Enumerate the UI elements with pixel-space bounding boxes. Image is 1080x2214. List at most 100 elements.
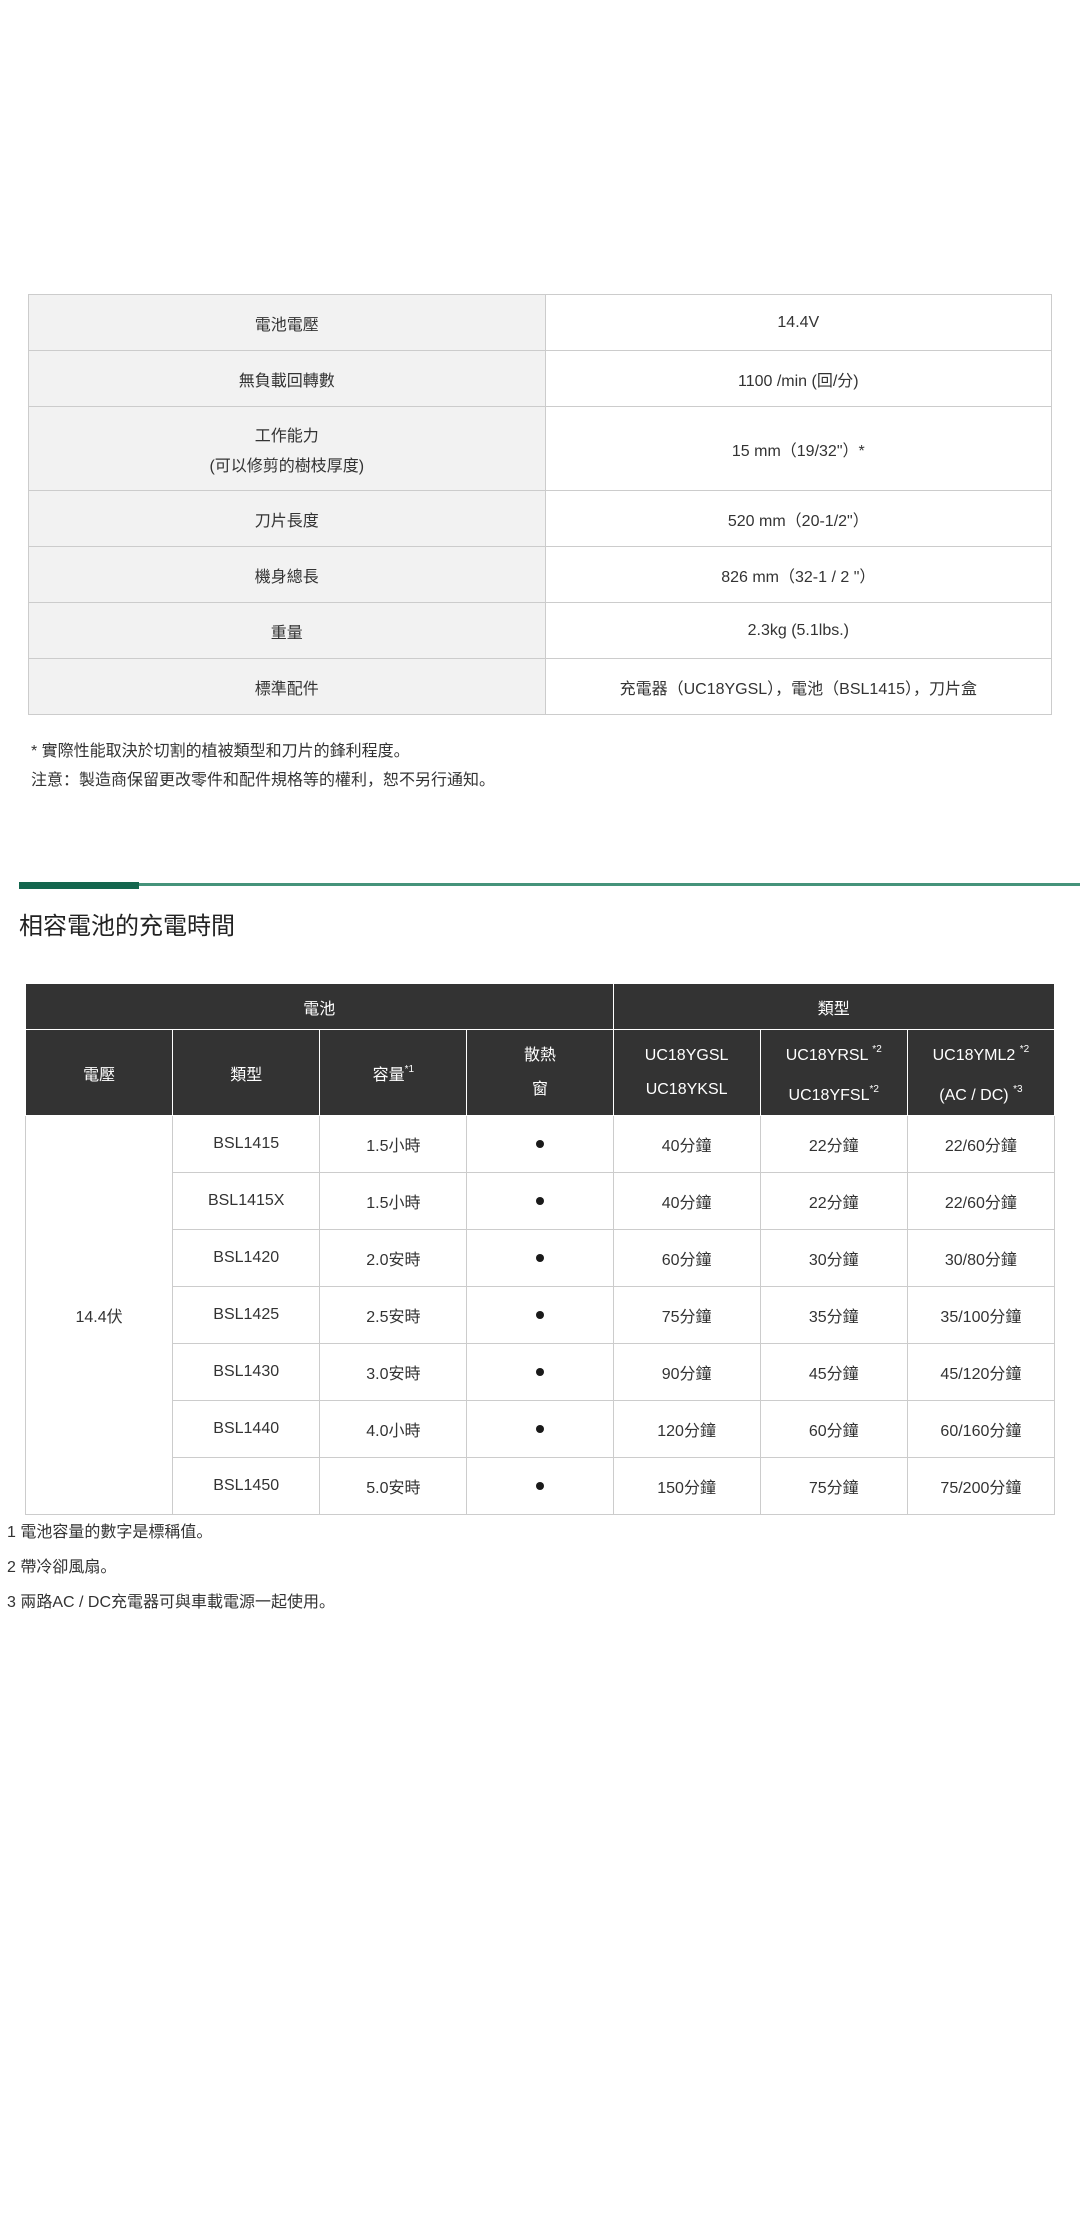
spec-value: 充電器（UC18YGSL），電池（BSL1415），刀片盒 bbox=[544, 658, 1053, 715]
spec-label: 無負載回轉數 bbox=[28, 350, 546, 407]
cooling-vent-dot-icon bbox=[535, 1367, 544, 1376]
spec-label: 刀片長度 bbox=[28, 490, 546, 547]
charge-time-cell: 75/200分鐘 bbox=[906, 1457, 1056, 1515]
cooling-vent-dot-icon bbox=[535, 1481, 544, 1490]
spec-value: 826 mm（32-1 / 2 "） bbox=[544, 546, 1053, 603]
battery-type-cell: BSL1420 bbox=[172, 1229, 321, 1287]
charging-footnotes: 1 電池容量的數字是標稱值。 2 帶冷卻風扇。 3 兩路AC / DC充電器可與… bbox=[7, 1515, 1080, 1620]
spec-label: 標準配件 bbox=[28, 658, 546, 715]
battery-type-cell: BSL1415X bbox=[172, 1172, 321, 1230]
footnote-ref-2: *2 bbox=[872, 1043, 882, 1055]
cooling-vent-dot-icon bbox=[535, 1253, 544, 1262]
col-header-type: 類型 bbox=[172, 1029, 321, 1116]
cooling-vent-dot-icon bbox=[535, 1424, 544, 1433]
col-header-charger-ygsl: UC18YGSL UC18YKSL bbox=[612, 1029, 761, 1116]
section-title: 相容電池的充電時間 bbox=[19, 913, 235, 940]
spec-row: 電池電壓 14.4V bbox=[28, 294, 1053, 351]
charge-time-cell: 30/80分鐘 bbox=[906, 1229, 1056, 1287]
charge-time-cell: 22分鐘 bbox=[759, 1115, 908, 1173]
spec-table: 電池電壓 14.4V 無負載回轉數 1100 /min (回/分) 工作能力 (… bbox=[28, 294, 1053, 715]
footnote: 1 電池容量的數字是標稱值。 bbox=[7, 1524, 213, 1541]
footnote-notice: 注意：製造商保留更改零件和配件規格等的權利，恕不另行通知。 bbox=[31, 772, 496, 789]
vent-cell bbox=[466, 1457, 614, 1515]
charge-time-cell: 22分鐘 bbox=[759, 1172, 908, 1230]
footnote-star: * 實際性能取決於切割的植被類型和刀片的鋒利程度。 bbox=[31, 743, 410, 760]
capacity-cell: 3.0安時 bbox=[319, 1343, 468, 1401]
charging-row: BSL1425 2.5安時 75分鐘 35分鐘 35/100分鐘 bbox=[26, 1286, 1056, 1344]
spec-label: 機身總長 bbox=[28, 546, 546, 603]
battery-type-cell: BSL1430 bbox=[172, 1343, 321, 1401]
group-header-type: 類型 bbox=[612, 983, 1056, 1030]
spec-row: 重量 2.3kg (5.1lbs.) bbox=[28, 602, 1053, 659]
charge-time-cell: 30分鐘 bbox=[759, 1229, 908, 1287]
charge-time-cell: 60分鐘 bbox=[612, 1229, 761, 1287]
col-header-vent: 散熱 窗 bbox=[466, 1029, 614, 1116]
spec-label: 重量 bbox=[28, 602, 546, 659]
spec-value: 15 mm（19/32"）* bbox=[544, 406, 1053, 491]
vent-cell bbox=[466, 1229, 614, 1287]
capacity-cell: 4.0小時 bbox=[319, 1400, 468, 1458]
spec-value: 520 mm（20-1/2"） bbox=[544, 490, 1053, 547]
charge-time-cell: 40分鐘 bbox=[612, 1115, 761, 1173]
col-header-charger-yrsl: UC18YRSL *2 UC18YFSL*2 bbox=[759, 1029, 908, 1116]
charging-row: BSL1420 2.0安時 60分鐘 30分鐘 30/80分鐘 bbox=[26, 1229, 1056, 1287]
charge-time-cell: 60分鐘 bbox=[759, 1400, 908, 1458]
capacity-cell: 2.5安時 bbox=[319, 1286, 468, 1344]
battery-type-cell: BSL1425 bbox=[172, 1286, 321, 1344]
charging-row: BSL1450 5.0安時 150分鐘 75分鐘 75/200分鐘 bbox=[26, 1457, 1056, 1515]
capacity-cell: 2.0安時 bbox=[319, 1229, 468, 1287]
col-header-charger-yml2: UC18YML2 *2 (AC / DC) *3 bbox=[906, 1029, 1056, 1116]
spec-row: 機身總長 826 mm（32-1 / 2 "） bbox=[28, 546, 1053, 603]
cooling-vent-dot-icon bbox=[535, 1310, 544, 1319]
spec-row: 標準配件 充電器（UC18YGSL），電池（BSL1415），刀片盒 bbox=[28, 658, 1053, 715]
spec-value: 1100 /min (回/分) bbox=[544, 350, 1053, 407]
charge-time-cell: 40分鐘 bbox=[612, 1172, 761, 1230]
footnote-ref-2: *2 bbox=[1019, 1043, 1030, 1055]
product-spec-page: 電池電壓 14.4V 無負載回轉數 1100 /min (回/分) 工作能力 (… bbox=[0, 294, 1080, 2214]
footnote-ref-2: *2 bbox=[869, 1083, 879, 1095]
vent-cell bbox=[466, 1343, 614, 1401]
cooling-vent-dot-icon bbox=[535, 1196, 544, 1205]
spec-row: 刀片長度 520 mm（20-1/2"） bbox=[28, 490, 1053, 547]
charge-time-cell: 45/120分鐘 bbox=[906, 1343, 1056, 1401]
footnote-ref-1: *1 bbox=[404, 1063, 415, 1075]
battery-type-cell: BSL1415 bbox=[172, 1115, 321, 1173]
capacity-cell: 1.5小時 bbox=[319, 1115, 468, 1173]
spec-label-line2: (可以修剪的樹枝厚度) bbox=[209, 457, 365, 475]
group-header-battery: 電池 bbox=[25, 983, 614, 1030]
spec-value: 2.3kg (5.1lbs.) bbox=[544, 602, 1053, 659]
charging-row: 14.4伏 BSL1415 1.5小時 40分鐘 22分鐘 22/60分鐘 bbox=[24, 1115, 1056, 1515]
section-rule-line bbox=[19, 883, 1080, 886]
charge-time-cell: 150分鐘 bbox=[612, 1457, 761, 1515]
spec-row: 工作能力 (可以修剪的樹枝厚度) 15 mm（19/32"）* bbox=[28, 406, 1053, 491]
capacity-cell: 1.5小時 bbox=[319, 1172, 468, 1230]
charge-time-cell: 35/100分鐘 bbox=[906, 1286, 1056, 1344]
charge-time-cell: 22/60分鐘 bbox=[906, 1172, 1056, 1230]
spec-label: 工作能力 (可以修剪的樹枝厚度) bbox=[28, 406, 546, 491]
vent-cell bbox=[466, 1400, 614, 1458]
vent-cell bbox=[466, 1172, 614, 1230]
spec-label-line1: 工作能力 bbox=[254, 427, 319, 445]
spec-label: 電池電壓 bbox=[28, 294, 546, 351]
capacity-cell: 5.0安時 bbox=[319, 1457, 468, 1515]
spec-row: 無負載回轉數 1100 /min (回/分) bbox=[28, 350, 1053, 407]
charging-row: BSL1440 4.0小時 120分鐘 60分鐘 60/160分鐘 bbox=[26, 1400, 1056, 1458]
footnote: 2 帶冷卻風扇。 bbox=[7, 1559, 117, 1576]
vent-cell bbox=[466, 1286, 614, 1344]
battery-type-cell: BSL1440 bbox=[172, 1400, 321, 1458]
charge-time-cell: 120分鐘 bbox=[612, 1400, 761, 1458]
charging-time-table: 電池 類型 電壓 類型 容量*1 散熱 窗 UC18YGSL UC18YKSL … bbox=[24, 983, 1056, 1515]
footnote-ref-3: *3 bbox=[1013, 1083, 1023, 1095]
charge-time-cell: 45分鐘 bbox=[759, 1343, 908, 1401]
col-header-voltage: 電壓 bbox=[24, 1029, 174, 1116]
voltage-cell: 14.4伏 bbox=[24, 1115, 174, 1515]
cooling-vent-dot-icon bbox=[535, 1139, 544, 1148]
spec-footnotes: * 實際性能取決於切割的植被類型和刀片的鋒利程度。 注意：製造商保留更改零件和配… bbox=[31, 737, 1080, 795]
column-header-row: 電壓 類型 容量*1 散熱 窗 UC18YGSL UC18YKSL UC18YR… bbox=[24, 1029, 1056, 1116]
col-header-capacity: 容量*1 bbox=[319, 1029, 468, 1116]
charge-time-cell: 35分鐘 bbox=[759, 1286, 908, 1344]
section-rule bbox=[0, 882, 1080, 889]
group-header-row: 電池 類型 bbox=[25, 983, 1056, 1030]
charging-row: BSL1415X 1.5小時 40分鐘 22分鐘 22/60分鐘 bbox=[26, 1172, 1056, 1230]
spec-value: 14.4V bbox=[544, 294, 1053, 351]
